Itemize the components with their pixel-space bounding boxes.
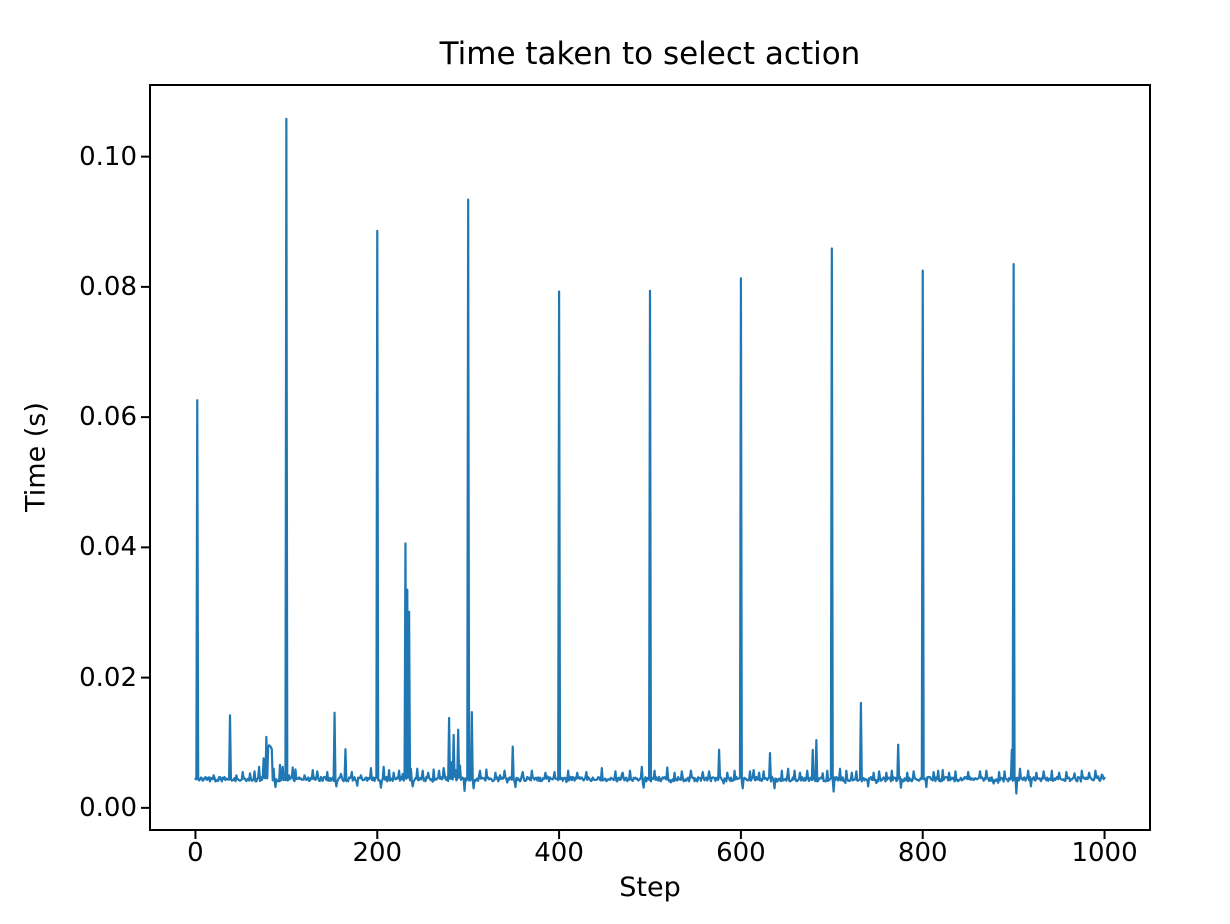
x-tick-label: 800 xyxy=(897,838,948,868)
chart-title: Time taken to select action xyxy=(439,36,861,72)
x-tick-label: 600 xyxy=(716,838,766,868)
y-tick-label: 0.08 xyxy=(79,271,137,302)
series-line xyxy=(194,117,1106,795)
y-tick-label: 0.02 xyxy=(79,662,137,693)
plot-border xyxy=(149,84,1151,831)
y-tick-label: 0.10 xyxy=(79,141,137,172)
y-tick-label: 0.00 xyxy=(79,792,137,823)
x-axis-label: Step xyxy=(619,872,681,903)
x-tick-label: 1000 xyxy=(1071,838,1138,868)
y-tick-label: 0.06 xyxy=(79,402,137,433)
x-tick-label: 0 xyxy=(187,838,204,868)
axis-tick-marks xyxy=(141,155,1106,839)
y-tick-label: 0.04 xyxy=(79,532,137,563)
x-tick-label: 200 xyxy=(352,838,403,868)
x-tick-label: 400 xyxy=(534,838,584,868)
